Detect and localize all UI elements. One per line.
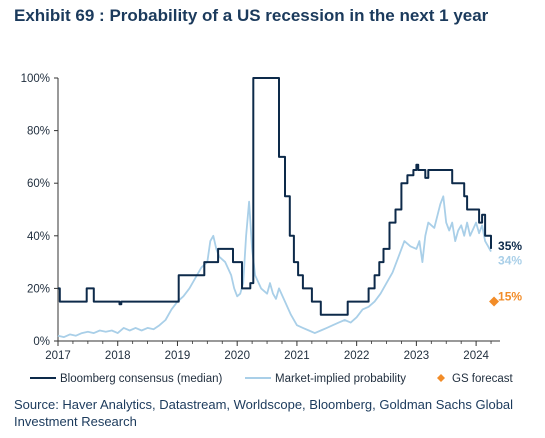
legend-label-bloomberg: Bloomberg consensus (median): [60, 373, 223, 385]
x-tick-label: 2018: [105, 350, 131, 362]
chart-axes: 0% 20% 40% 60% 80% 100% 2017 2018 2019 2020 2021 20…: [21, 73, 500, 362]
legend: Bloomberg consensus (median) Market-impli…: [30, 373, 514, 385]
series-line-market: [57, 195, 492, 338]
gs-forecast-label: 15%: [498, 290, 522, 304]
legend-swatch-gs: [437, 374, 445, 382]
exhibit-number: Exhibit 69: [14, 6, 95, 25]
x-tick-label: 2020: [224, 350, 250, 362]
source-note: Source: Haver Analytics, Datastream, Wor…: [14, 397, 514, 429]
gs-forecast-marker: [489, 296, 500, 307]
title-text: Probability of a US recession in the nex…: [109, 6, 489, 25]
y-tick-label: 40%: [27, 231, 50, 243]
x-tick-label: 2021: [284, 350, 310, 362]
x-tick-label: 2024: [463, 350, 489, 362]
y-tick-label: 0%: [33, 336, 50, 348]
y-tick-label: 60%: [27, 178, 50, 190]
series-line-bloomberg: [58, 77, 492, 316]
title-separator: :: [99, 6, 105, 25]
end-label-bloomberg: 35%: [498, 239, 522, 253]
legend-label-market: Market-implied probability: [275, 373, 406, 385]
x-tick-label: 2019: [165, 350, 191, 362]
series-layer: [57, 77, 492, 338]
y-tick-label: 80%: [27, 126, 50, 138]
x-tick-label: 2023: [404, 350, 430, 362]
labels-layer: 35%34% 15%: [489, 239, 522, 307]
y-tick-label: 20%: [27, 283, 50, 295]
legend-label-gs: GS forecast: [452, 373, 514, 385]
chart-title: Exhibit 69 : Probability of a US recessi…: [14, 6, 488, 26]
x-tick-label: 2022: [344, 350, 370, 362]
end-label-market: 34%: [498, 254, 522, 268]
y-tick-label: 100%: [21, 73, 50, 85]
x-tick-label: 2017: [45, 350, 71, 362]
